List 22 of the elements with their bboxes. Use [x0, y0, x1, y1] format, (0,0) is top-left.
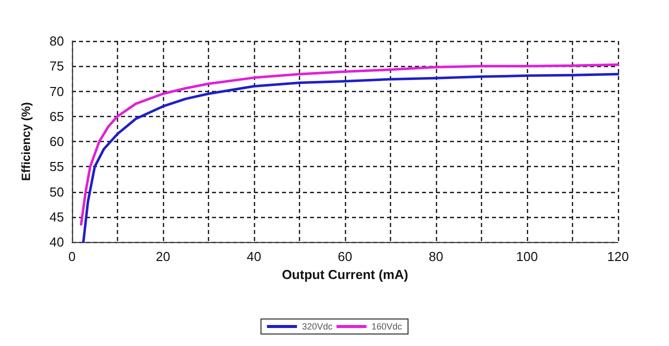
y-tick-label: 45 [50, 209, 64, 224]
y-tick-label: 60 [50, 134, 64, 149]
x-tick-label: 20 [156, 249, 170, 264]
y-tick-label: 80 [50, 34, 64, 48]
x-tick-label: 0 [68, 249, 76, 264]
y-tick-label: 75 [50, 58, 64, 74]
y-tick-label: 55 [50, 159, 64, 174]
legend-label: 160Vdc [372, 322, 403, 332]
x-tick-label: 100 [516, 249, 538, 264]
legend-label: 320Vdc [302, 322, 333, 332]
x-tick-label: 80 [428, 249, 444, 264]
y-tick-label: 65 [50, 108, 64, 124]
y-tick-label: 50 [50, 184, 64, 200]
line-series [82, 72, 620, 244]
x-tick-label: 40 [246, 249, 262, 264]
y-tick-label: 40 [50, 234, 64, 250]
x-axis-title: Output Current (mA) [282, 266, 408, 282]
y-tick-label: 70 [50, 84, 64, 99]
y-axis-title: Efficiency (%) [19, 102, 33, 181]
x-tick-label: 120 [607, 249, 629, 264]
x-tick-label: 60 [338, 249, 352, 264]
line-series [80, 63, 620, 226]
